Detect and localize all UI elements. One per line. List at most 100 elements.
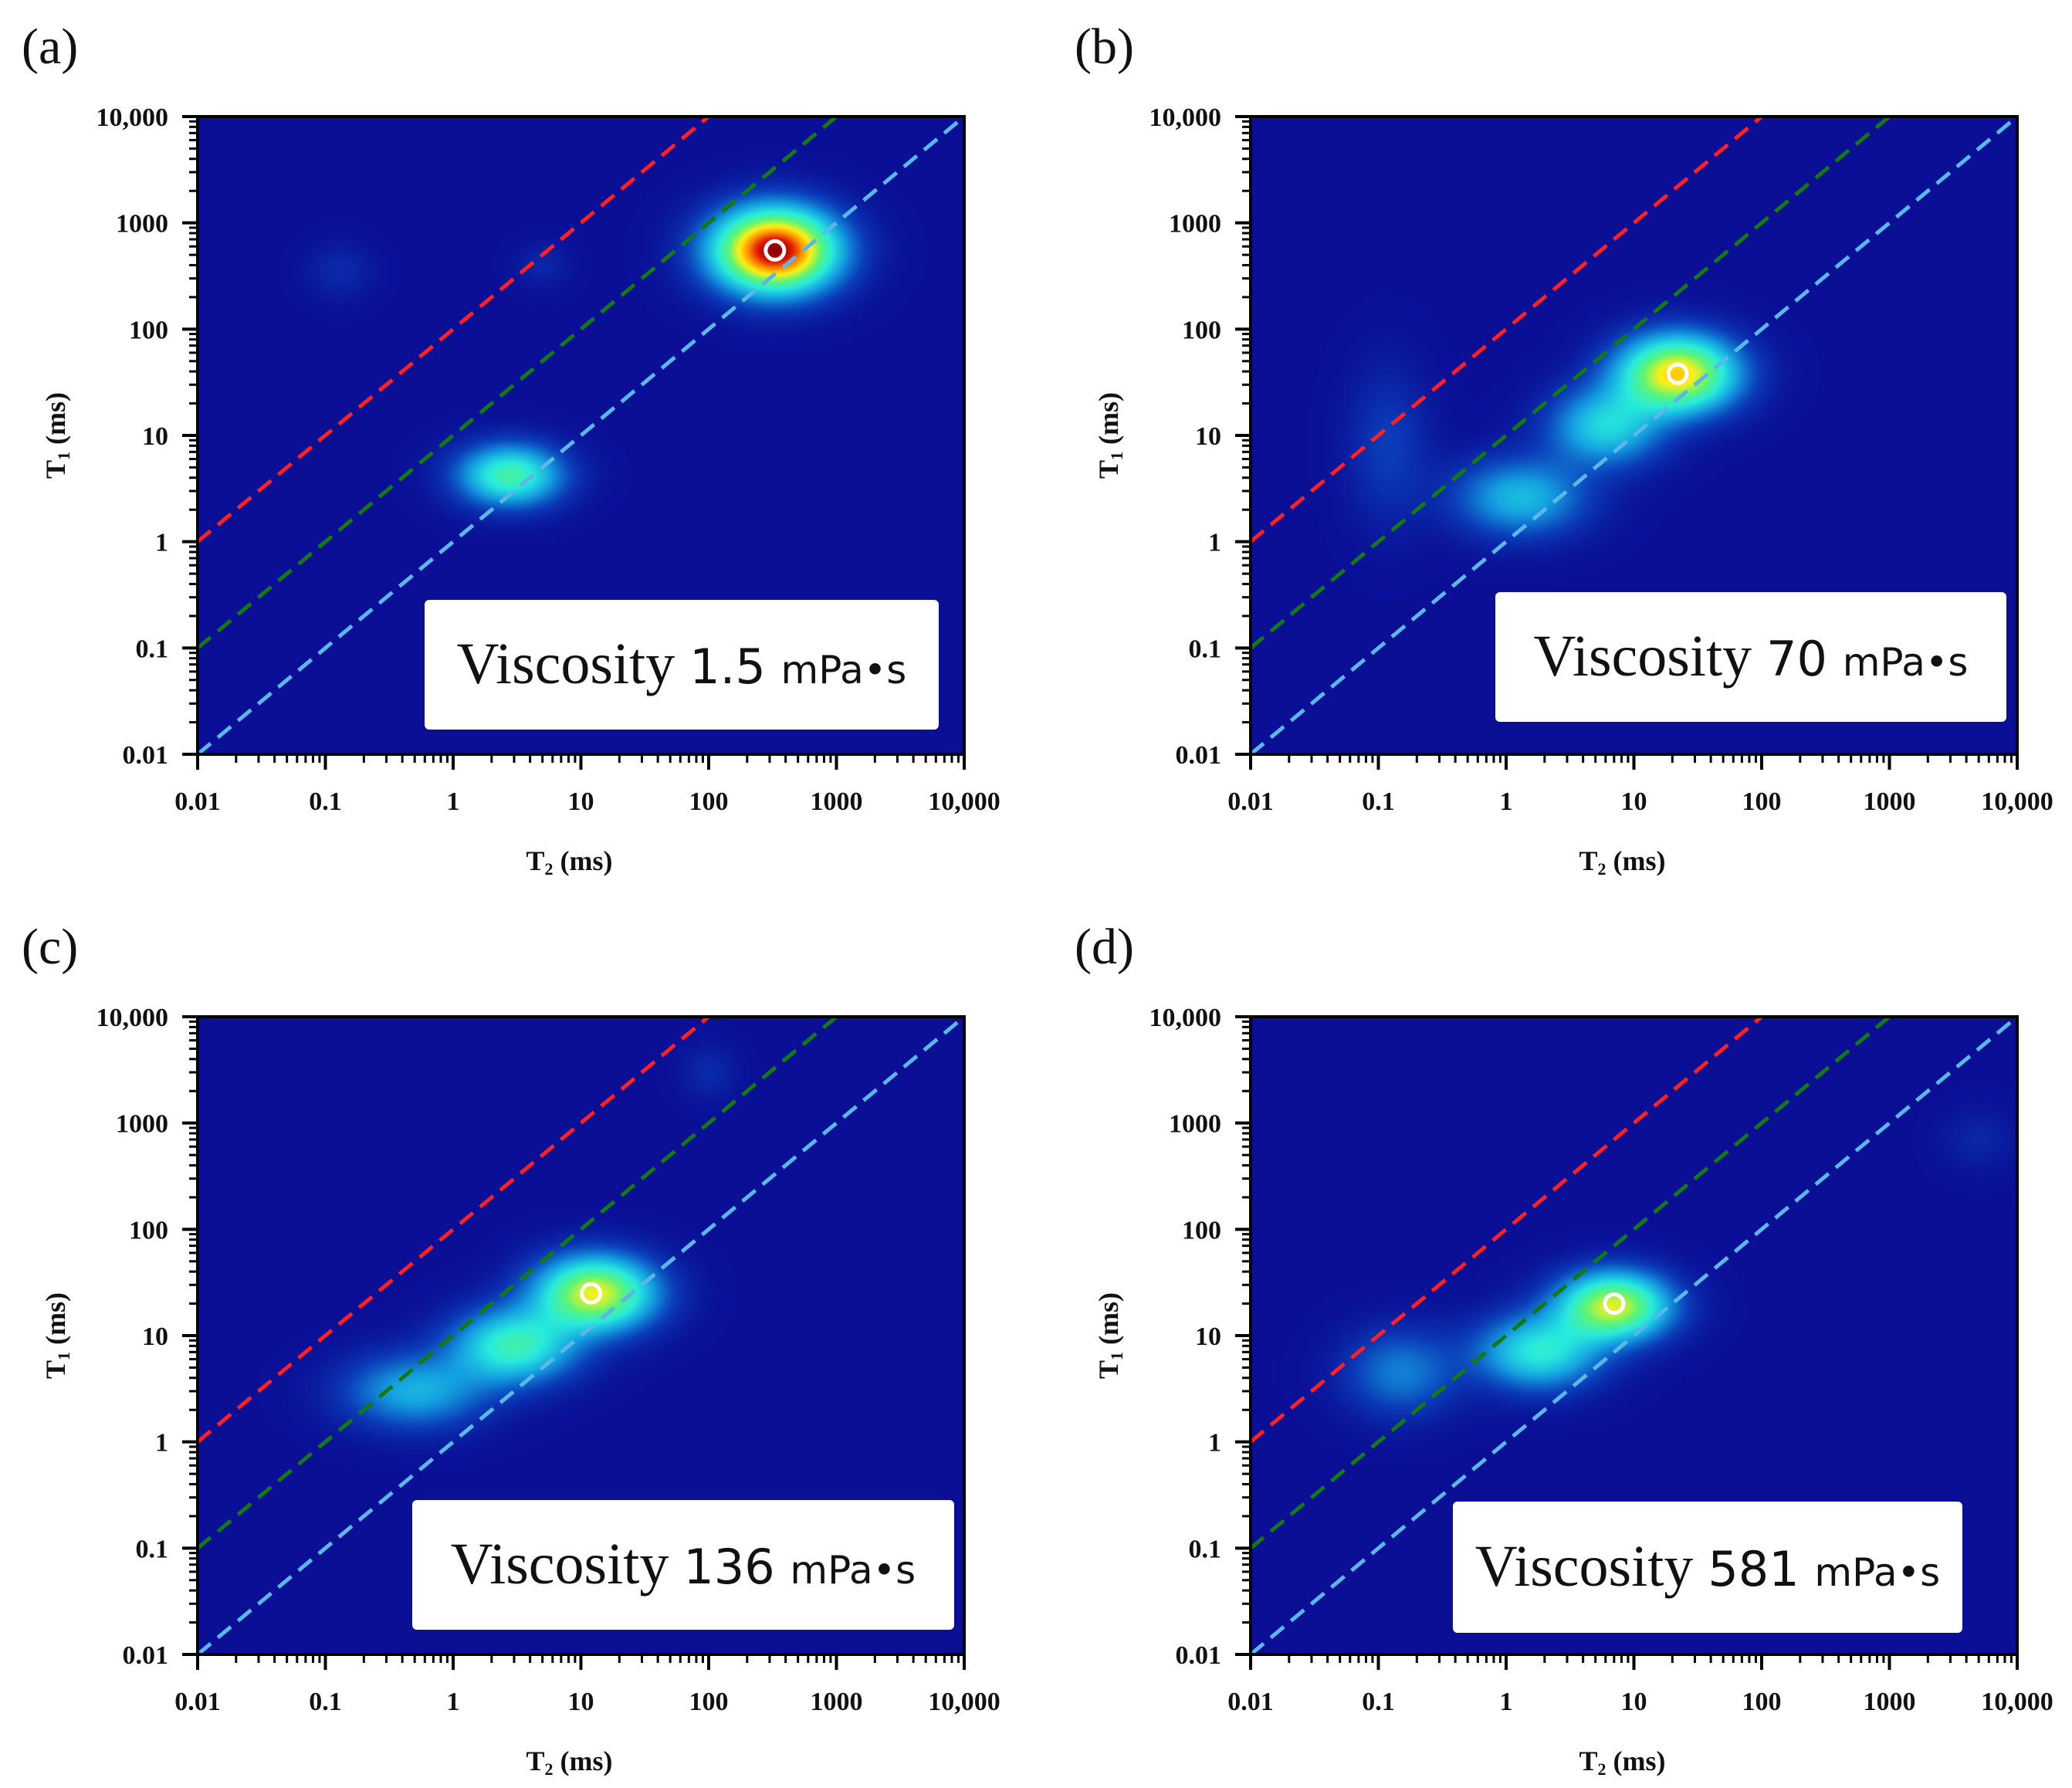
x-tick-label: 0.1 bbox=[1362, 787, 1395, 816]
axis-ticks bbox=[182, 115, 966, 770]
peak-marker bbox=[580, 1282, 603, 1305]
reference-line-cyan bbox=[198, 1017, 964, 1654]
axis-ticks bbox=[1235, 115, 2019, 770]
y-tick-label: 0.01 bbox=[123, 1641, 169, 1670]
reference-line-cyan bbox=[198, 117, 964, 754]
panel-label: (b) bbox=[1075, 19, 1134, 75]
reference-line-green bbox=[1251, 1017, 1893, 1550]
y-tick-label: 0.1 bbox=[136, 1535, 169, 1563]
y-tick-label: 0.01 bbox=[1176, 741, 1222, 770]
panel-label: (c) bbox=[22, 919, 78, 975]
x-tick-label: 10 bbox=[568, 1688, 594, 1716]
x-tick-label: 0.1 bbox=[1362, 1688, 1395, 1716]
viscosity-label: Viscosity 581 mPa•s bbox=[1453, 1502, 1962, 1633]
x-axis-title: T2 (ms) bbox=[1579, 1746, 1666, 1779]
x-tick-label: 10 bbox=[1621, 787, 1647, 816]
x-tick-label: 100 bbox=[689, 1688, 729, 1716]
x-tick-label: 100 bbox=[1742, 787, 1782, 816]
panel-label: (a) bbox=[22, 19, 78, 75]
x-tick-label: 1000 bbox=[811, 1688, 863, 1716]
y-tick-label: 0.1 bbox=[1189, 635, 1222, 663]
reference-lines bbox=[1251, 117, 2017, 754]
viscosity-label-box bbox=[1453, 1502, 1962, 1633]
panel-label: (d) bbox=[1075, 919, 1134, 975]
viscosity-label: Viscosity 70 mPa•s bbox=[1495, 592, 2006, 722]
y-tick-label: 1 bbox=[1208, 1429, 1221, 1458]
y-tick-label: 1000 bbox=[1169, 210, 1221, 239]
y-tick-label: 1000 bbox=[116, 210, 168, 239]
reference-line-green bbox=[198, 117, 840, 650]
x-tick-label: 100 bbox=[689, 787, 729, 816]
x-tick-label: 1 bbox=[447, 787, 460, 816]
peak-marker bbox=[1666, 362, 1689, 385]
viscosity-text: Viscosity 136 mPa•s bbox=[451, 1532, 916, 1597]
x-tick-label: 0.1 bbox=[309, 1688, 342, 1716]
reference-lines bbox=[198, 1017, 964, 1654]
y-axis-title: T1 (ms) bbox=[1093, 1292, 1126, 1379]
y-axis-title: T1 (ms) bbox=[40, 392, 73, 479]
x-tick-label: 1 bbox=[1500, 1688, 1513, 1716]
axis-ticks bbox=[1235, 1015, 2019, 1670]
y-tick-label: 0.01 bbox=[123, 741, 169, 770]
y-tick-label: 1000 bbox=[116, 1110, 168, 1139]
y-tick-label: 0.1 bbox=[1189, 1535, 1222, 1563]
reference-line-cyan bbox=[1251, 117, 2017, 754]
y-tick-label: 100 bbox=[1182, 1216, 1221, 1244]
x-axis-title: T2 (ms) bbox=[526, 845, 613, 879]
y-tick-label: 10,000 bbox=[1149, 103, 1222, 132]
y-tick-label: 100 bbox=[1182, 316, 1221, 344]
reference-line-red bbox=[198, 1017, 712, 1444]
y-tick-label: 1 bbox=[155, 529, 168, 557]
viscosity-text: Viscosity 581 mPa•s bbox=[1475, 1534, 1940, 1599]
peak-marker bbox=[763, 239, 787, 262]
peak-marker bbox=[1603, 1292, 1626, 1316]
y-tick-label: 1 bbox=[155, 1429, 168, 1458]
y-tick-label: 100 bbox=[129, 316, 168, 344]
x-tick-label: 1000 bbox=[1864, 1688, 1916, 1716]
reference-line-red bbox=[198, 117, 712, 544]
panel-b: (b) 0.01 0.1 1 10 100 1000 10,000 0.01 0.1 1 10 100 1… bbox=[1075, 19, 2053, 879]
reference-line-cyan bbox=[1251, 1017, 2017, 1654]
viscosity-label-box bbox=[425, 600, 939, 730]
reference-line-red bbox=[1251, 1017, 1765, 1444]
y-tick-label: 1 bbox=[1208, 529, 1221, 557]
y-tick-label: 10 bbox=[142, 1322, 168, 1351]
panel-d: (d) 0.01 0.1 1 10 100 1000 10,000 0.01 0.1 1 10 100 1… bbox=[1075, 919, 2053, 1779]
y-tick-label: 10 bbox=[1195, 422, 1221, 451]
x-tick-label: 10,000 bbox=[928, 1688, 1000, 1716]
x-tick-label: 1 bbox=[447, 1688, 460, 1716]
viscosity-label-box bbox=[412, 1500, 954, 1630]
y-tick-label: 10 bbox=[1195, 1322, 1221, 1351]
y-tick-label: 100 bbox=[129, 1216, 168, 1244]
viscosity-text: Viscosity 1.5 mPa•s bbox=[457, 632, 907, 696]
y-axis-title: T1 (ms) bbox=[40, 1292, 73, 1379]
x-tick-label: 100 bbox=[1742, 1688, 1782, 1716]
x-tick-label: 1000 bbox=[1864, 787, 1916, 816]
panel-c: (c) 0.01 0.1 1 10 100 1000 10,000 0.01 0.1 1 10 100 1… bbox=[22, 919, 1000, 1779]
y-tick-label: 10,000 bbox=[96, 1004, 169, 1032]
x-tick-label: 1 bbox=[1500, 787, 1513, 816]
viscosity-label: Viscosity 1.5 mPa•s bbox=[425, 600, 939, 730]
y-tick-label: 0.1 bbox=[136, 635, 169, 663]
y-tick-label: 1000 bbox=[1169, 1110, 1221, 1139]
axis-ticks bbox=[182, 1015, 966, 1670]
x-tick-label: 0.1 bbox=[309, 787, 342, 816]
reference-line-red bbox=[1251, 117, 1765, 544]
x-tick-label: 0.01 bbox=[174, 1688, 221, 1716]
reference-lines bbox=[198, 117, 964, 754]
x-tick-label: 10,000 bbox=[928, 787, 1000, 816]
x-axis-title: T2 (ms) bbox=[1579, 845, 1666, 879]
reference-line-green bbox=[1251, 117, 1893, 650]
x-axis-title: T2 (ms) bbox=[526, 1746, 613, 1779]
y-tick-label: 10,000 bbox=[96, 103, 169, 132]
x-tick-label: 10 bbox=[1621, 1688, 1647, 1716]
viscosity-label-box bbox=[1495, 592, 2006, 722]
x-tick-label: 10 bbox=[568, 787, 594, 816]
x-tick-label: 10,000 bbox=[1981, 787, 2053, 816]
panel-a: (a) 0.01 0.1 1 10 100 1000 10,000 0.01 0.1 1 10 100 1… bbox=[22, 19, 1000, 879]
x-tick-label: 0.01 bbox=[1227, 1688, 1274, 1716]
x-tick-label: 10,000 bbox=[1981, 1688, 2053, 1716]
y-axis-title: T1 (ms) bbox=[1093, 392, 1126, 479]
reference-lines bbox=[1251, 1017, 2017, 1654]
